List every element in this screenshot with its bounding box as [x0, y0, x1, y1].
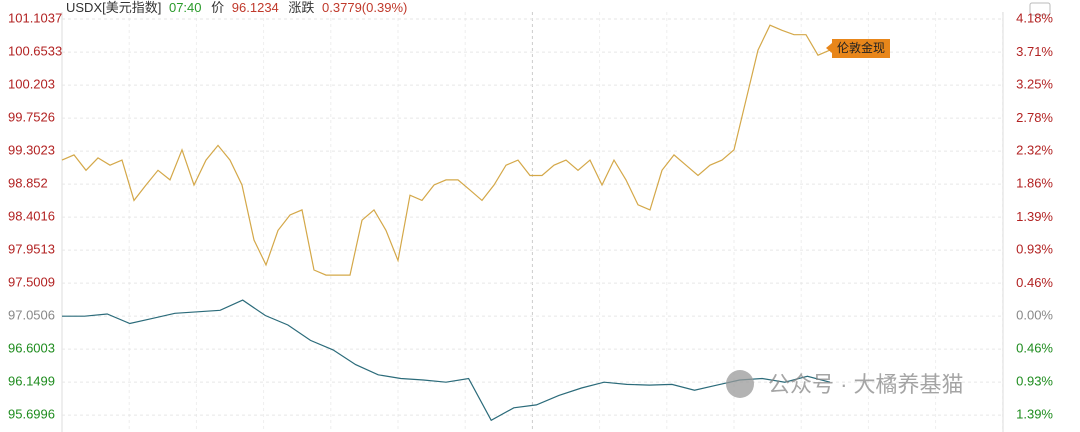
y2-tick-label: 0.93% — [1016, 374, 1053, 389]
watermark: 公众号 · 大橘养基猫 — [726, 370, 964, 398]
y2-tick-label: 2.78% — [1016, 110, 1053, 125]
change-label: 涨跌 — [288, 0, 314, 15]
plot — [61, 24, 831, 422]
y2-tick-label: 1.39% — [1016, 406, 1053, 421]
y2-tick-label: 0.46% — [1016, 340, 1053, 355]
annotation-text: 伦敦金现 — [837, 40, 885, 55]
y2-tick-label: 3.71% — [1016, 44, 1053, 59]
annotation-box — [832, 39, 890, 58]
price-label: 价 — [211, 0, 224, 15]
y-tick-label: 99.3023 — [8, 143, 55, 158]
toolbar-icon[interactable] — [1029, 2, 1051, 16]
y2-tick-label: 1.86% — [1016, 175, 1053, 190]
time: 07:40 — [169, 0, 202, 15]
y-tick-label: 99.7526 — [8, 110, 55, 125]
y-tick-label: 100.6533 — [8, 44, 62, 59]
y-tick-label: 100.203 — [8, 77, 55, 92]
y-tick-label: 97.5009 — [8, 275, 55, 290]
change: 0.3779(0.39%) — [322, 0, 407, 15]
y2-tick-label: 0.00% — [1016, 308, 1053, 323]
y-tick-label: 97.9513 — [8, 242, 55, 257]
y-tick-label: 98.852 — [8, 176, 48, 191]
symbol: USDX[美元指数] — [66, 0, 161, 15]
grid — [61, 12, 1004, 432]
header: USDX[美元指数] 07:40 价 96.1234 涨跌 0.3779(0.3… — [66, 0, 407, 15]
y-tick-label: 95.6996 — [8, 407, 55, 422]
y2-tick-label: 1.39% — [1016, 209, 1053, 224]
y-tick-label: 96.6003 — [8, 341, 55, 356]
y2-tick-label: 2.32% — [1016, 143, 1053, 158]
y-tick-label: 101.1037 — [8, 10, 62, 25]
y2-tick-label: 3.25% — [1016, 77, 1053, 92]
y-tick-label: 97.0506 — [8, 308, 55, 323]
series-line — [62, 299, 831, 422]
y-tick-label: 96.1499 — [8, 374, 55, 389]
axis-labels: 101.1037 100.6533 100.203 99.7526 99.3023 98.… — [8, 10, 1053, 421]
y2-tick-label: 4.18% — [1016, 11, 1053, 26]
annotation-arrow — [826, 43, 832, 53]
y-tick-label: 98.4016 — [8, 209, 55, 224]
watermark-icon — [726, 370, 754, 398]
series-line — [61, 24, 831, 276]
annotation: 伦敦金现 — [826, 39, 890, 58]
price: 96.1234 — [232, 0, 279, 15]
y2-tick-label: 0.93% — [1016, 242, 1053, 257]
y2-tick-label: 0.46% — [1016, 275, 1053, 290]
watermark-text: 公众号 · 大橘养基猫 — [768, 372, 964, 397]
